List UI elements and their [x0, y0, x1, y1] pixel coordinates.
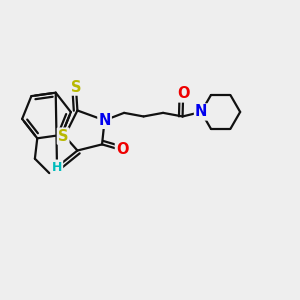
Text: S: S [71, 80, 81, 94]
Text: S: S [58, 129, 68, 144]
Text: H: H [52, 160, 62, 173]
Text: N: N [98, 113, 111, 128]
Text: O: O [177, 86, 189, 101]
Text: N: N [195, 104, 207, 119]
Text: O: O [116, 142, 128, 157]
